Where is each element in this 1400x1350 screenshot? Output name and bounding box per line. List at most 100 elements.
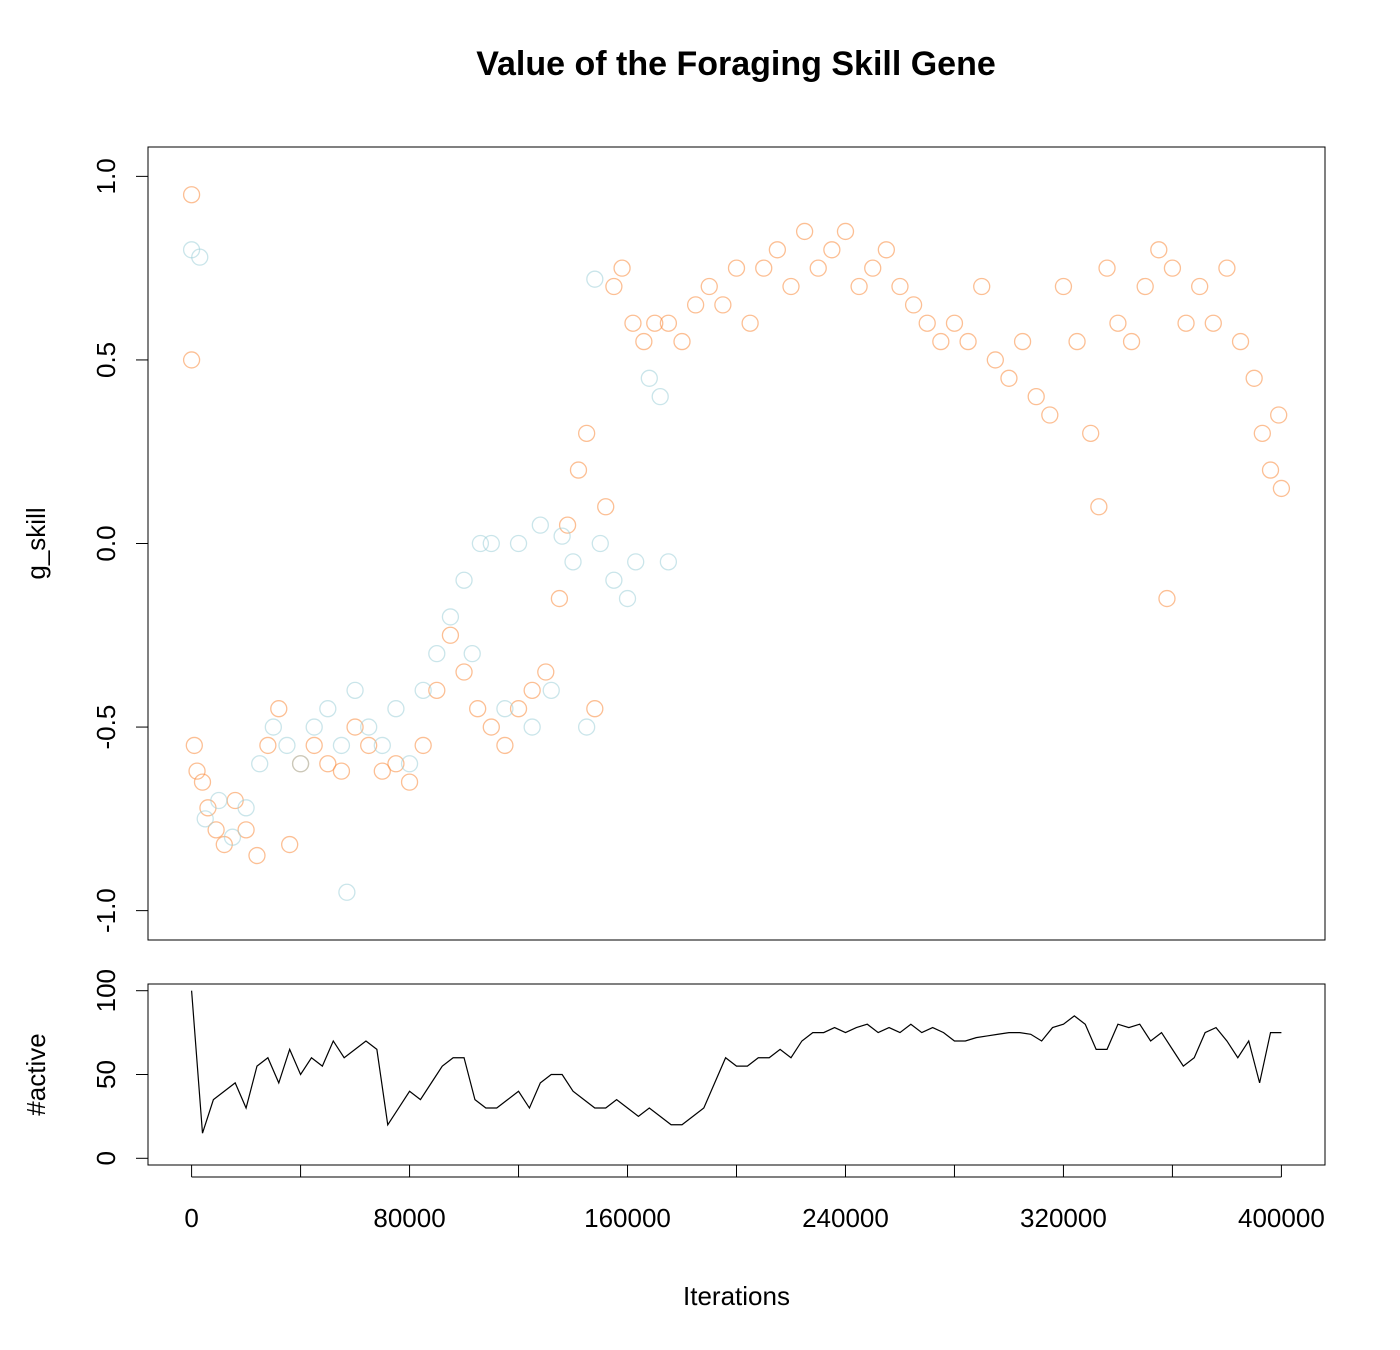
point [741, 314, 759, 332]
point [496, 736, 514, 755]
point [635, 332, 653, 351]
point [270, 700, 288, 718]
x-tick-label: 240000 [802, 1203, 889, 1233]
point [537, 663, 555, 681]
point [618, 589, 637, 608]
point [1270, 406, 1288, 424]
point [1068, 332, 1086, 351]
point [627, 553, 645, 571]
point [578, 718, 596, 736]
point [1027, 387, 1045, 406]
point [1090, 498, 1108, 516]
x-tick-label: 320000 [1020, 1203, 1107, 1233]
point [613, 259, 631, 277]
point [558, 516, 577, 534]
point [523, 718, 541, 736]
point [1000, 369, 1018, 387]
point [373, 736, 391, 755]
point [338, 883, 356, 901]
point [360, 736, 378, 755]
point [1109, 314, 1127, 332]
point [659, 314, 678, 332]
point [428, 681, 446, 700]
point [945, 314, 964, 332]
point [877, 241, 895, 259]
x-tick-label: 0 [184, 1203, 198, 1233]
point [400, 773, 419, 791]
point [387, 700, 405, 718]
point [542, 681, 560, 700]
point [1261, 461, 1280, 479]
point [207, 821, 225, 839]
y-tick-label: 50 [91, 1060, 121, 1089]
point [414, 736, 432, 755]
point [496, 700, 514, 718]
point [727, 259, 746, 277]
point [346, 681, 364, 700]
y-tick-label: 0.0 [91, 525, 121, 561]
point [624, 314, 642, 332]
point [360, 718, 378, 736]
point [226, 791, 244, 810]
point [1272, 479, 1291, 498]
point [591, 534, 609, 553]
point [193, 773, 212, 791]
point [469, 700, 487, 718]
x-tick-label: 160000 [584, 1203, 671, 1233]
point [281, 835, 299, 854]
point [1136, 277, 1154, 296]
line [190, 990, 1282, 1134]
point [191, 248, 209, 266]
point [291, 755, 310, 773]
y-tick-label: -1.0 [91, 888, 121, 933]
point [1098, 259, 1116, 277]
point [482, 718, 500, 736]
point [986, 351, 1004, 369]
point [264, 718, 282, 736]
y-tick-label: 100 [91, 969, 121, 1012]
point [441, 608, 460, 626]
y-axis-label: g_skill [21, 507, 51, 579]
y-tick-label: -0.5 [91, 705, 121, 750]
point [1253, 424, 1271, 443]
point [182, 186, 201, 204]
point [1218, 259, 1236, 277]
point [586, 270, 604, 288]
point [455, 663, 473, 681]
point [1150, 241, 1168, 259]
point [673, 332, 691, 351]
point [836, 222, 855, 241]
point [891, 277, 909, 296]
point [332, 736, 351, 755]
point [714, 296, 732, 314]
point [904, 296, 923, 314]
point [1191, 277, 1209, 296]
point [482, 534, 500, 553]
point [182, 351, 201, 369]
point [553, 527, 571, 545]
y-tick-label: 1.0 [91, 158, 121, 194]
point [188, 762, 206, 780]
point [1122, 332, 1141, 351]
point [199, 799, 217, 817]
point [1245, 369, 1263, 387]
point [864, 259, 882, 277]
point [605, 277, 623, 296]
point [248, 846, 266, 865]
point [509, 534, 528, 553]
point [550, 589, 569, 608]
point [237, 821, 255, 839]
plot-frame [147, 146, 1326, 941]
point [586, 700, 604, 718]
point [1177, 314, 1195, 332]
point [768, 241, 787, 259]
point [1054, 277, 1073, 296]
point [305, 736, 323, 755]
point [651, 387, 669, 406]
y-tick-label: 0.5 [91, 342, 121, 378]
point [387, 755, 405, 773]
point [455, 571, 473, 589]
point [463, 644, 481, 663]
point [782, 277, 800, 296]
